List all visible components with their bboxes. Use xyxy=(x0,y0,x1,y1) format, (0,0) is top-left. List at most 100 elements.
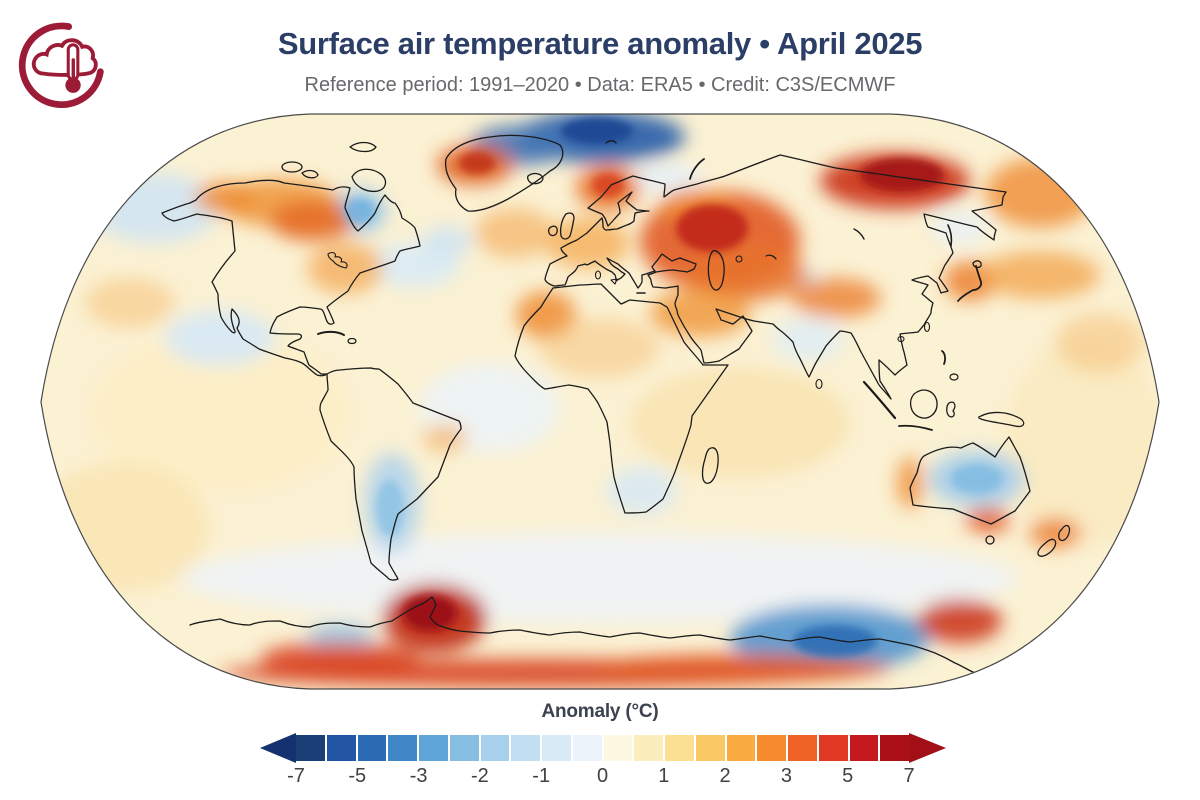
anomaly-blob xyxy=(165,310,275,366)
legend-segment xyxy=(603,735,633,761)
coastline-australia xyxy=(909,436,1031,525)
anomaly-blob xyxy=(791,278,881,318)
coastline-baffin-island xyxy=(351,168,387,193)
coastline-new-zealand-south xyxy=(1037,538,1057,557)
legend-tick-label: 0 xyxy=(596,765,609,787)
anomaly-blob xyxy=(897,457,923,509)
coastline-java xyxy=(898,424,933,431)
coastline-borneo xyxy=(909,389,938,419)
anomaly-blob xyxy=(592,173,624,197)
coastline-aral-sea xyxy=(735,255,743,263)
map-outline xyxy=(40,113,1160,690)
anomaly-blob xyxy=(1029,518,1081,548)
legend-segment xyxy=(326,735,356,761)
logo-thermometer-stem xyxy=(71,58,75,84)
legend-segment xyxy=(542,735,571,761)
logo-cloud xyxy=(31,38,98,77)
legend-tick-label: 3 xyxy=(780,765,792,787)
anomaly-blob xyxy=(376,480,404,536)
coastline-new-zealand-north xyxy=(1058,524,1071,542)
anomaly-blob xyxy=(85,278,175,328)
anomaly-blob xyxy=(630,368,850,478)
legend-title: Anomaly (°C) xyxy=(541,701,659,722)
coastline-madagascar xyxy=(701,447,719,484)
legend-segment xyxy=(419,735,448,761)
coastline-new-guinea xyxy=(978,411,1025,428)
legend-segment xyxy=(849,735,879,761)
coastline-great-britain xyxy=(559,212,575,240)
anomaly-blob xyxy=(345,199,375,223)
legend-segment xyxy=(296,735,325,761)
colorbar-right-arrow xyxy=(909,733,946,763)
page-subtitle: Reference period: 1991–2020 • Data: ERA5… xyxy=(304,74,896,96)
anomaly-blob xyxy=(561,118,633,144)
coastline-iceland xyxy=(526,172,544,185)
anomaly-blob xyxy=(459,152,495,174)
legend-segment xyxy=(880,735,909,761)
legend-tick-label: -5 xyxy=(348,765,367,787)
anomaly-blob xyxy=(966,507,1010,533)
anomaly-blob xyxy=(1005,338,1159,548)
anomaly-blob xyxy=(773,317,843,361)
anomaly-blob xyxy=(546,217,630,269)
legend-segment xyxy=(449,735,479,761)
coastline-south-america xyxy=(319,367,462,581)
coastline-sardinia xyxy=(594,270,602,280)
coastline-sicily xyxy=(610,278,618,285)
anomaly-blob xyxy=(1055,313,1145,373)
legend-segment xyxy=(695,735,725,761)
anomaly-blob xyxy=(980,251,1100,299)
anomaly-blob xyxy=(403,595,457,631)
coastline-africa xyxy=(514,283,729,514)
legend-segment xyxy=(665,735,694,761)
anomaly-blob xyxy=(475,208,555,258)
anomaly-blob xyxy=(951,464,1003,494)
legend-tick-label: 7 xyxy=(903,765,915,787)
anomaly-blob xyxy=(860,158,944,192)
coastline-hainan xyxy=(897,335,905,343)
coastline-great-lakes xyxy=(327,252,348,269)
page-title: Surface air temperature anomaly • April … xyxy=(277,26,923,61)
legend-ticks: -7 -5 -3 -2 -1 0 1 2 3 5 7 xyxy=(260,765,950,791)
anomaly-blob xyxy=(90,173,220,243)
anomaly-blob xyxy=(540,318,660,378)
legend-segment xyxy=(757,735,786,761)
legend-segment xyxy=(634,735,663,761)
legend-tick-label: 1 xyxy=(658,765,670,787)
anomaly-blob xyxy=(90,333,350,493)
coastline-mindanao xyxy=(949,373,959,381)
anomaly-blob xyxy=(590,654,890,682)
coastline-antarctica xyxy=(189,596,976,674)
coastline-caspian-sea xyxy=(707,249,725,291)
anomaly-blob xyxy=(918,599,1002,643)
coastline-svalbard xyxy=(605,140,617,144)
coastline-sulawesi xyxy=(946,401,956,418)
coastline-tasmania xyxy=(985,535,995,545)
legend-tick-label: -7 xyxy=(287,765,305,787)
anomaly-blob xyxy=(607,467,677,515)
coastline-taiwan xyxy=(923,321,931,333)
coastline-banks-island xyxy=(281,161,303,173)
coastline-sumatra xyxy=(862,380,897,420)
coastlines xyxy=(161,134,1071,674)
coastline-ellesmere-island xyxy=(349,141,377,153)
logo-crescent xyxy=(18,22,104,108)
legend-bar xyxy=(296,735,909,761)
coastline-eurasia xyxy=(544,154,1007,400)
anomaly-blob xyxy=(423,226,473,256)
legend-segment xyxy=(572,735,602,761)
anomaly-blob xyxy=(180,533,1020,623)
anomaly-field-core xyxy=(345,118,1003,657)
anomaly-field-soft xyxy=(41,114,1159,687)
logo-thermometer-bulb xyxy=(65,77,81,93)
legend-segment xyxy=(388,735,417,761)
coastline-sri-lanka xyxy=(815,378,823,390)
coastline-philippines xyxy=(941,350,946,365)
legend-segment xyxy=(818,735,848,761)
legend-segment xyxy=(480,735,510,761)
legend-segment xyxy=(726,735,756,761)
coastline-cuba xyxy=(317,330,345,336)
legend-segment xyxy=(788,735,817,761)
coastline-lake-balkhash xyxy=(765,254,777,260)
anomaly-blob xyxy=(627,164,703,192)
